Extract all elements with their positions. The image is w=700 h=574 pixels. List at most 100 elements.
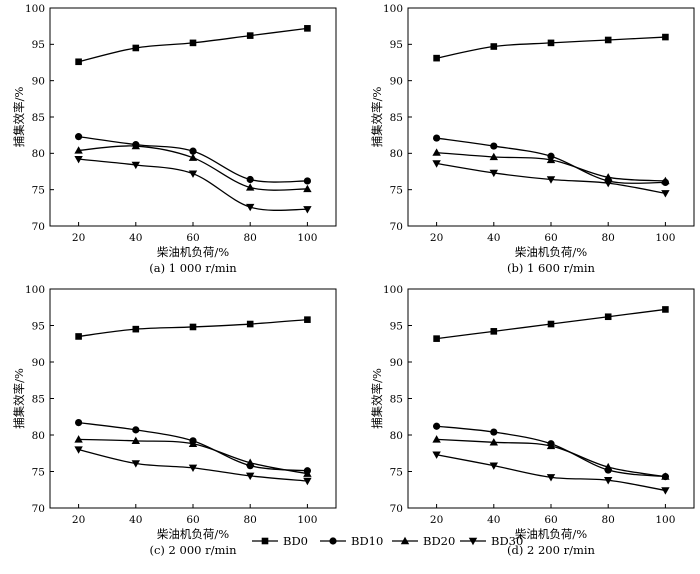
data-point-bd0 (189, 39, 197, 47)
data-point-bd0 (132, 44, 140, 52)
chart-panel-4: 70 75 80 85 90 95 100 20 40 60 80 100 柴油机负荷/% 捕集效率/% (… (370, 284, 695, 557)
y-tick-label: 75 (390, 184, 403, 196)
panel-caption: (d) 2 200 r/min (507, 543, 596, 557)
y-axis-label: 捕集效率/% (12, 87, 26, 148)
data-point-bd10 (490, 142, 498, 150)
data-point-bd30 (661, 190, 670, 198)
data-point-bd30 (188, 464, 198, 473)
data-point-bd0 (75, 333, 82, 340)
data-point-bd20 (188, 153, 198, 161)
chart-panel-3: 70 75 80 85 90 95 100 20 40 60 80 100 柴油机负荷/% 捕集效率/% (… (12, 284, 337, 557)
data-point-bd0 (662, 33, 669, 41)
data-point-bd30 (303, 477, 312, 486)
data-point-bd30 (188, 170, 198, 178)
data-point-bd10 (433, 134, 441, 142)
data-point-bd20 (661, 472, 670, 480)
data-point-bd30 (246, 203, 255, 212)
y-tick-label: 85 (32, 112, 45, 124)
y-tick-label: 100 (383, 284, 403, 296)
data-point-bd20 (131, 141, 140, 150)
x-tick-label: 80 (244, 514, 257, 526)
x-tick-label: 60 (186, 232, 199, 244)
data-point-bd20 (246, 458, 255, 466)
y-tick-label: 80 (390, 430, 403, 442)
data-point-bd20 (546, 441, 556, 450)
data-point-bd30 (74, 155, 83, 164)
panel-caption: (b) 1 600 r/min (507, 261, 596, 275)
data-point-bd0 (490, 328, 498, 335)
y-tick-label: 80 (32, 430, 45, 442)
chart-panel-1: 70 75 80 85 90 95 100 20 40 60 80 100 柴油机负荷/% 捕集效率/% (… (12, 3, 337, 275)
y-tick-label: 75 (390, 466, 403, 478)
y-tick-label: 70 (32, 503, 45, 515)
data-point-bd20 (303, 469, 312, 477)
legend-marker-bd30 (468, 537, 478, 546)
y-axis-label: 捕集效率/% (370, 368, 384, 429)
x-tick-label: 100 (655, 514, 675, 526)
series-line-bd10 (436, 425, 666, 478)
y-tick-label: 100 (383, 3, 403, 15)
y-tick-label: 80 (32, 148, 45, 160)
data-point-bd30 (303, 206, 312, 214)
x-tick-label: 80 (244, 232, 257, 244)
y-tick-label: 85 (390, 393, 403, 405)
data-point-bd10 (490, 428, 498, 436)
data-point-bd0 (433, 54, 440, 62)
data-point-bd30 (661, 487, 670, 495)
data-point-bd0 (75, 58, 82, 66)
data-point-bd0 (132, 325, 140, 333)
panel-caption: (c) 2 000 r/min (149, 543, 237, 557)
x-tick-label: 40 (487, 514, 500, 526)
x-tick-label: 40 (129, 514, 142, 526)
legend-marker-bd20 (400, 536, 410, 545)
chart-panel-2: 70 75 80 85 90 95 100 20 40 60 80 100 柴油机负荷/% 捕集效率/% (… (370, 3, 695, 275)
data-point-bd20 (74, 435, 83, 443)
x-tick-label: 20 (430, 514, 443, 526)
x-tick-label: 20 (72, 232, 85, 244)
data-point-bd0 (304, 316, 311, 323)
data-point-bd30 (489, 462, 498, 470)
data-point-bd10 (189, 147, 197, 155)
data-point-bd20 (303, 184, 312, 193)
data-point-bd30 (131, 161, 140, 170)
data-point-bd10 (303, 177, 311, 185)
data-point-bd30 (432, 160, 441, 168)
data-point-bd10 (132, 426, 140, 434)
data-point-bd30 (131, 460, 140, 468)
y-tick-label: 90 (32, 357, 45, 369)
x-tick-label: 100 (297, 232, 317, 244)
y-tick-label: 75 (32, 184, 45, 196)
x-tick-label: 60 (544, 232, 557, 244)
x-axis-label: 柴油机负荷/% (515, 245, 587, 259)
y-tick-label: 90 (32, 75, 45, 87)
data-point-bd20 (489, 438, 498, 446)
x-axis-label: 柴油机负荷/% (157, 245, 229, 259)
data-point-bd30 (546, 176, 556, 184)
data-point-bd0 (604, 36, 612, 44)
data-point-bd0 (246, 32, 254, 39)
x-tick-label: 100 (655, 232, 675, 244)
data-point-bd0 (547, 320, 555, 328)
x-tick-label: 60 (186, 514, 199, 526)
y-tick-label: 100 (25, 284, 45, 296)
data-point-bd0 (433, 335, 440, 342)
data-point-bd20 (246, 183, 255, 191)
data-point-bd30 (246, 472, 255, 481)
data-point-bd0 (547, 39, 555, 47)
y-tick-label: 95 (32, 320, 45, 332)
data-point-bd10 (246, 175, 254, 184)
y-tick-label: 70 (390, 503, 403, 515)
data-point-bd30 (604, 477, 613, 485)
data-point-bd20 (546, 155, 556, 164)
data-point-bd10 (75, 418, 83, 427)
y-axis-label: 捕集效率/% (370, 87, 384, 148)
x-tick-label: 80 (602, 514, 615, 526)
data-point-bd20 (188, 439, 198, 447)
y-tick-label: 85 (390, 112, 403, 124)
data-point-bd30 (604, 179, 613, 188)
x-tick-label: 40 (487, 232, 500, 244)
x-tick-label: 20 (430, 232, 443, 244)
data-point-bd20 (661, 176, 670, 185)
y-axis-label: 捕集效率/% (12, 368, 26, 429)
